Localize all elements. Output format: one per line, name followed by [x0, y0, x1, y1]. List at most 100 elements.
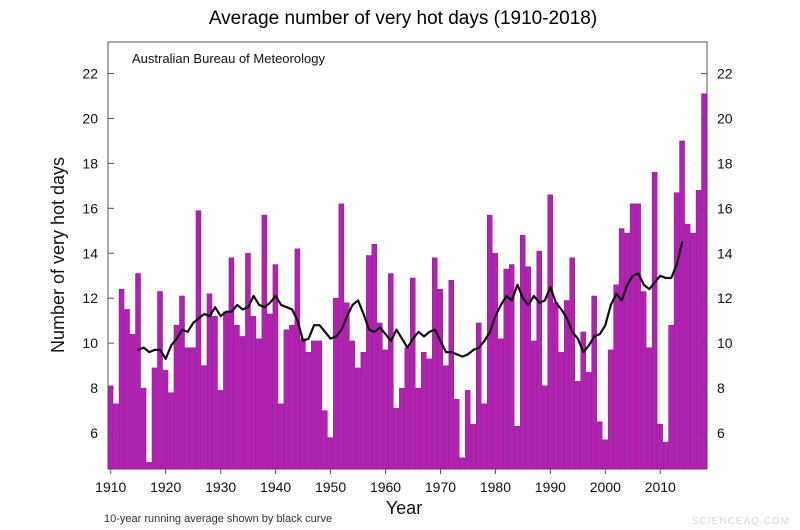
bar-1954 [349, 340, 356, 470]
bar-1996 [580, 331, 586, 470]
x-tick-label: 2000 [590, 479, 621, 495]
bar-1935 [245, 253, 251, 470]
y-tick-label: 10 [82, 335, 98, 351]
bar-1928 [206, 293, 213, 470]
x-tick-label: 1910 [95, 479, 126, 495]
x-axis-title: Year [386, 498, 422, 518]
bar-1931 [223, 311, 229, 470]
bar-1989 [541, 385, 548, 470]
x-tick-label: 1960 [370, 479, 401, 495]
bar-1973 [454, 399, 460, 470]
bar-1915 [135, 273, 141, 470]
y-tick-label: 12 [82, 290, 98, 306]
bar-2008 [646, 347, 652, 470]
bar-1926 [195, 210, 202, 470]
bar-2015 [684, 223, 691, 470]
bar-1985 [519, 235, 526, 470]
bar-1988 [536, 250, 542, 470]
bar-1951 [333, 298, 339, 470]
y-tick-label: 20 [82, 110, 98, 126]
bar-2006 [635, 203, 641, 470]
bar-1910 [107, 385, 114, 470]
bar-1957 [366, 255, 372, 470]
bar-1911 [113, 403, 119, 470]
bar-1971 [443, 365, 449, 470]
bar-2011 [662, 441, 669, 470]
bar-1983 [508, 264, 515, 470]
chart-title: Average number of very hot days (1910-20… [209, 8, 597, 29]
bar-1949 [322, 410, 328, 470]
y-tick-label-right: 22 [717, 65, 733, 81]
bar-1932 [228, 257, 235, 470]
bar-1976 [470, 423, 476, 470]
bar-2017 [695, 190, 702, 470]
y-tick-label-right: 20 [717, 110, 733, 126]
bar-1922 [173, 324, 180, 470]
x-axis: 1910 1920 1930 1940 1950 1960 1970 1980 1990 2000… [95, 469, 676, 495]
bar-1938 [261, 214, 268, 470]
bar-1975 [465, 390, 471, 470]
bar-2018 [701, 93, 707, 470]
x-tick-label: 1930 [205, 479, 236, 495]
bar-1912 [118, 289, 125, 470]
bar-1916 [140, 387, 147, 470]
bar-1952 [338, 203, 345, 470]
footnote: 10-year running average shown by black c… [104, 513, 332, 525]
bar-1942 [283, 329, 290, 470]
bar-1955 [355, 367, 361, 470]
x-tick-label: 1950 [315, 479, 346, 495]
bar-1933 [234, 324, 240, 470]
bar-1968 [426, 358, 433, 470]
bar-2002 [613, 284, 619, 470]
bar-1998 [591, 295, 597, 470]
bar-1927 [201, 365, 207, 470]
bar-2009 [651, 172, 658, 470]
bar-1923 [179, 295, 185, 470]
bar-1961 [388, 273, 394, 470]
bar-2014 [679, 140, 685, 470]
bar-1982 [503, 268, 509, 470]
bar-1913 [124, 309, 130, 470]
y-tick-label-right: 10 [717, 335, 733, 351]
bar-1958 [371, 244, 378, 470]
bar-2000 [602, 439, 608, 470]
bar-1914 [129, 333, 136, 470]
bar-1944 [294, 248, 301, 470]
bar-1943 [289, 324, 295, 470]
bar-1978 [481, 403, 487, 470]
bar-1970 [437, 289, 443, 470]
y-tick-label-right: 12 [717, 290, 733, 306]
bar-2007 [640, 291, 647, 470]
bar-1959 [377, 322, 383, 470]
bar-1995 [574, 381, 581, 470]
bar-2003 [618, 228, 625, 470]
bar-1953 [344, 302, 350, 470]
bar-1963 [399, 387, 405, 470]
bar-1918 [151, 367, 158, 470]
x-tick-label: 1940 [260, 479, 291, 495]
y-tick-label: 16 [82, 200, 98, 216]
bar-1929 [212, 316, 218, 470]
bar-1925 [190, 347, 196, 470]
bar-1950 [327, 437, 334, 470]
bar-1990 [547, 194, 553, 470]
bar-1993 [563, 300, 570, 470]
bar-1992 [558, 351, 564, 470]
bar-1956 [360, 351, 367, 470]
y-axis-right: 6 8 10 12 14 16 18 20 22 [701, 65, 733, 441]
bar-1921 [168, 392, 174, 470]
watermark: SCIENCEAQ.COM [692, 516, 790, 527]
bar-2012 [668, 324, 674, 470]
y-tick-label: 6 [90, 425, 98, 441]
y-tick-label-right: 16 [717, 200, 733, 216]
y-tick-label: 18 [82, 155, 98, 171]
y-tick-label: 22 [82, 65, 98, 81]
bar-1999 [596, 421, 603, 470]
bar-1919 [157, 291, 163, 470]
y-tick-label-right: 18 [717, 155, 733, 171]
y-tick-label-right: 14 [717, 245, 733, 261]
bar-1964 [404, 347, 411, 470]
bar-1936 [250, 316, 257, 470]
bar-1930 [217, 390, 224, 470]
running-average-line [137, 240, 684, 360]
